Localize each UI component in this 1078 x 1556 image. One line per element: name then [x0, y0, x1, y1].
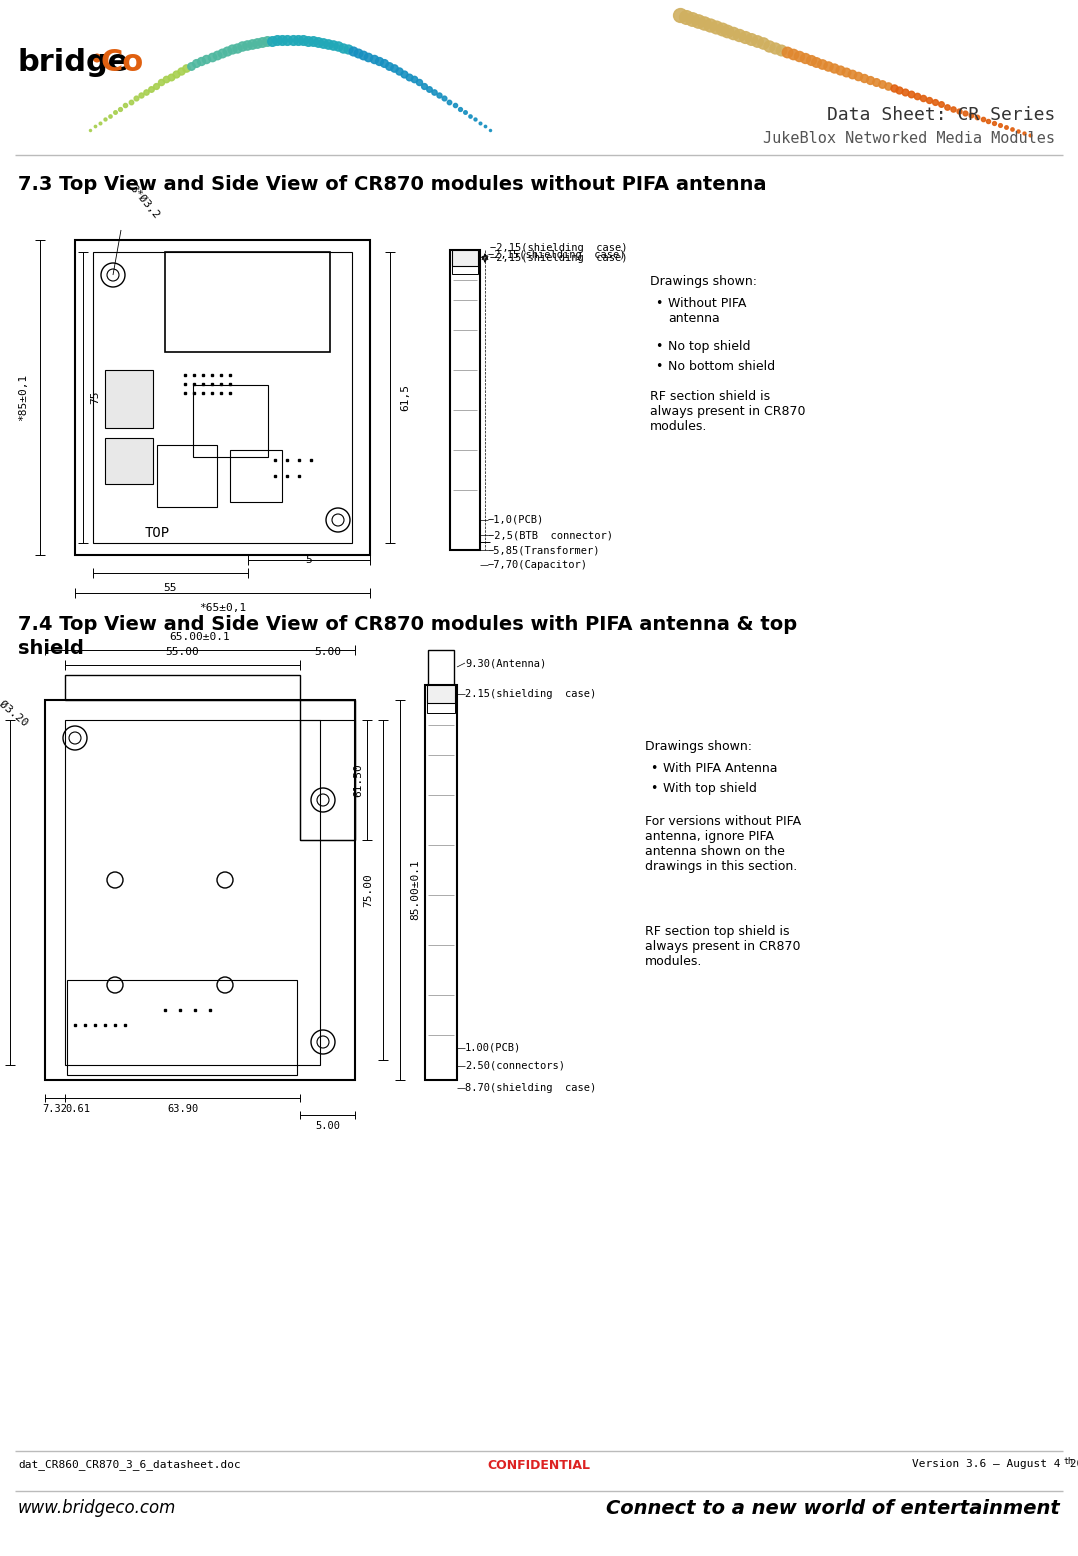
- Bar: [105, 437, 153, 484]
- Text: 2.50(connectors): 2.50(connectors): [465, 1061, 565, 1071]
- Text: 2011 - Page 14 of 26: 2011 - Page 14 of 26: [1063, 1460, 1078, 1469]
- Text: Drawings shown:: Drawings shown:: [645, 741, 752, 753]
- Text: 7.32: 7.32: [42, 1105, 68, 1114]
- Bar: [300, 720, 355, 840]
- Text: 61,5: 61,5: [400, 384, 410, 411]
- Text: −2,15(shielding  case): −2,15(shielding case): [490, 254, 627, 263]
- Text: th: th: [1063, 1456, 1073, 1466]
- Text: •: •: [655, 297, 662, 310]
- Text: 63.90: 63.90: [167, 1105, 198, 1114]
- Text: JukeBlox Networked Media Modules: JukeBlox Networked Media Modules: [763, 131, 1055, 146]
- Bar: [65, 720, 320, 1064]
- Bar: [230, 450, 282, 503]
- Text: 85.00±0.1: 85.00±0.1: [410, 859, 420, 921]
- Text: 7.4 Top View and Side View of CR870 modules with PIFA antenna & top: 7.4 Top View and Side View of CR870 modu…: [18, 615, 797, 633]
- Text: Without PIFA
antenna: Without PIFA antenna: [668, 297, 746, 325]
- Text: −7,70(Capacitor): −7,70(Capacitor): [488, 560, 588, 569]
- Bar: [157, 445, 217, 507]
- Bar: [452, 251, 478, 266]
- Text: 8.70(shielding  case): 8.70(shielding case): [465, 1083, 596, 1092]
- Text: 0.61: 0.61: [65, 1105, 89, 1114]
- Bar: [427, 685, 455, 703]
- Bar: [67, 980, 298, 1075]
- Bar: [450, 251, 480, 549]
- Bar: [45, 700, 355, 1080]
- Text: 5: 5: [306, 555, 313, 565]
- Bar: [425, 685, 457, 1080]
- Text: 65.00±0.1: 65.00±0.1: [169, 632, 231, 643]
- Text: 3*Ø3,2: 3*Ø3,2: [127, 184, 161, 221]
- Text: bridge: bridge: [18, 48, 129, 76]
- Text: For versions without PIFA
antenna, ignore PIFA
antenna shown on the
drawings in : For versions without PIFA antenna, ignor…: [645, 815, 801, 873]
- Bar: [300, 700, 355, 840]
- Text: Drawings shown:: Drawings shown:: [650, 275, 757, 288]
- Text: 5.00: 5.00: [316, 1120, 341, 1131]
- Text: With PIFA Antenna: With PIFA Antenna: [663, 762, 777, 775]
- Text: 2.15(shielding  case): 2.15(shielding case): [465, 689, 596, 699]
- Bar: [65, 675, 300, 700]
- Text: TOP: TOP: [146, 526, 170, 540]
- Text: 3-Ø3.20: 3-Ø3.20: [0, 691, 30, 730]
- Text: −2,15(shielding  case): −2,15(shielding case): [490, 243, 627, 254]
- Circle shape: [93, 53, 101, 62]
- Text: *65±0,1: *65±0,1: [198, 604, 246, 613]
- Text: 9.30(Antenna): 9.30(Antenna): [465, 658, 547, 668]
- Text: •: •: [655, 359, 662, 373]
- Text: Co: Co: [100, 48, 143, 76]
- Bar: [165, 252, 330, 352]
- Text: 1.00(PCB): 1.00(PCB): [465, 1043, 522, 1053]
- Text: Version 3.6 – August 4: Version 3.6 – August 4: [912, 1460, 1060, 1469]
- Text: −5,85(Transformer): −5,85(Transformer): [488, 545, 600, 555]
- Text: 75.00: 75.00: [363, 873, 373, 907]
- Text: Data Sheet: CR Series: Data Sheet: CR Series: [827, 106, 1055, 124]
- Text: •: •: [655, 341, 662, 353]
- Text: 5.00: 5.00: [315, 647, 342, 657]
- Text: *85±0,1: *85±0,1: [18, 373, 28, 422]
- Text: −1,0(PCB): −1,0(PCB): [488, 515, 544, 524]
- Bar: [105, 370, 153, 428]
- Text: 55: 55: [163, 584, 177, 593]
- Text: CONFIDENTIAL: CONFIDENTIAL: [487, 1460, 591, 1472]
- Text: 55.00: 55.00: [166, 647, 199, 657]
- Text: 75: 75: [89, 391, 100, 405]
- Bar: [428, 650, 454, 685]
- Text: No top shield: No top shield: [668, 341, 750, 353]
- Text: −2,15(shielding  case): −2,15(shielding case): [488, 251, 625, 260]
- Text: dat_CR860_CR870_3_6_datasheet.doc: dat_CR860_CR870_3_6_datasheet.doc: [18, 1460, 240, 1470]
- Bar: [93, 252, 353, 543]
- Text: •: •: [650, 783, 658, 795]
- Text: −2,5(BTB  connector): −2,5(BTB connector): [488, 531, 613, 540]
- Text: •: •: [650, 762, 658, 775]
- Bar: [427, 703, 455, 713]
- Text: shield: shield: [18, 640, 84, 658]
- Bar: [193, 384, 268, 457]
- Bar: [75, 240, 370, 555]
- Text: No bottom shield: No bottom shield: [668, 359, 775, 373]
- Text: 7.3 Top View and Side View of CR870 modules without PIFA antenna: 7.3 Top View and Side View of CR870 modu…: [18, 174, 766, 194]
- Bar: [452, 266, 478, 274]
- Text: Connect to a new world of entertainment: Connect to a new world of entertainment: [606, 1498, 1060, 1519]
- Text: www.bridgeco.com: www.bridgeco.com: [18, 1498, 177, 1517]
- Text: RF section shield is
always present in CR870
modules.: RF section shield is always present in C…: [650, 391, 805, 433]
- Text: RF section top shield is
always present in CR870
modules.: RF section top shield is always present …: [645, 924, 801, 968]
- Text: With top shield: With top shield: [663, 783, 757, 795]
- Text: 61.50: 61.50: [353, 762, 363, 797]
